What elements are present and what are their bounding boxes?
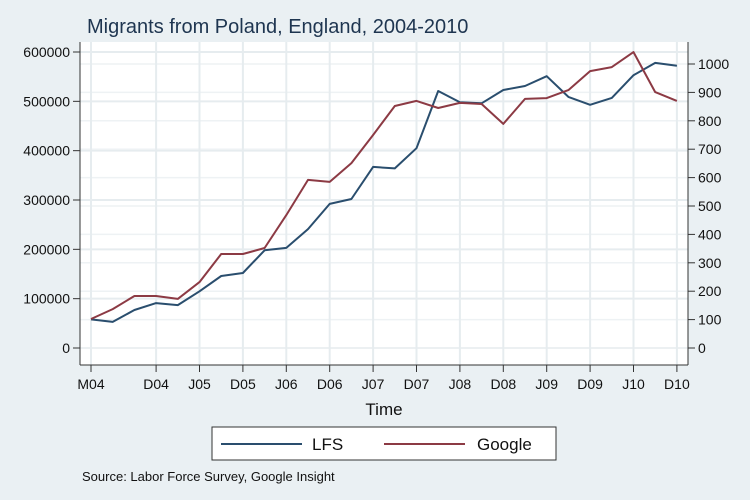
y-right-tick-label-300: 300 — [698, 255, 722, 271]
x-tick-label-D05: D05 — [230, 376, 256, 392]
source-note: Source: Labor Force Survey, Google Insig… — [82, 469, 335, 484]
axes: 0 100000 200000 300000 400000 500000 600000 0 10… — [23, 42, 729, 392]
series-line-lfs — [90, 61, 678, 323]
x-tick-label-D08: D08 — [490, 376, 516, 392]
y-left-tick-label-100000: 100000 — [23, 291, 70, 307]
y-left-tick-label-0: 0 — [62, 340, 70, 356]
y-right-tick-label-1000: 1000 — [698, 56, 729, 72]
legend-label-lfs: LFS — [312, 435, 343, 454]
y-right-tick-label-900: 900 — [698, 84, 722, 100]
y-right-tick-label-100: 100 — [698, 312, 722, 328]
y-left-tick-label-200000: 200000 — [23, 241, 70, 257]
x-tick-label-M04: M04 — [77, 376, 104, 392]
x-tick-label-D09: D09 — [577, 376, 603, 392]
series-layer — [90, 51, 678, 323]
x-tick-label-J07: J07 — [362, 376, 385, 392]
y-left-tick-label-600000: 600000 — [23, 44, 70, 60]
y-right-tick-label-0: 0 — [698, 340, 706, 356]
x-tick-label-D07: D07 — [404, 376, 430, 392]
y-left-tick-label-300000: 300000 — [23, 192, 70, 208]
x-tick-label-D04: D04 — [143, 376, 169, 392]
legend-label-google: Google — [477, 435, 532, 454]
y-right-tick-label-600: 600 — [698, 170, 722, 186]
x-tick-label-J10: J10 — [622, 376, 645, 392]
x-tick-label-J06: J06 — [275, 376, 298, 392]
y-left-tick-label-400000: 400000 — [23, 143, 70, 159]
plot-area — [80, 42, 688, 365]
series-line-google — [90, 51, 678, 320]
y-right-tick-label-800: 800 — [698, 113, 722, 129]
y-right-tick-label-700: 700 — [698, 141, 722, 157]
x-tick-label-J09: J09 — [535, 376, 558, 392]
legend: LFS Google — [211, 426, 557, 461]
gridlines — [80, 42, 688, 365]
x-tick-label-D06: D06 — [317, 376, 343, 392]
y-right-tick-label-200: 200 — [698, 283, 722, 299]
x-tick-label-D10: D10 — [664, 376, 690, 392]
y-left-tick-label-500000: 500000 — [23, 93, 70, 109]
x-tick-label-J05: J05 — [188, 376, 211, 392]
y-right-tick-label-400: 400 — [698, 226, 722, 242]
x-tick-label-J08: J08 — [449, 376, 472, 392]
x-axis-title: Time — [365, 400, 402, 419]
y-right-tick-label-500: 500 — [698, 198, 722, 214]
chart-title: Migrants from Poland, England, 2004-2010 — [87, 16, 468, 38]
